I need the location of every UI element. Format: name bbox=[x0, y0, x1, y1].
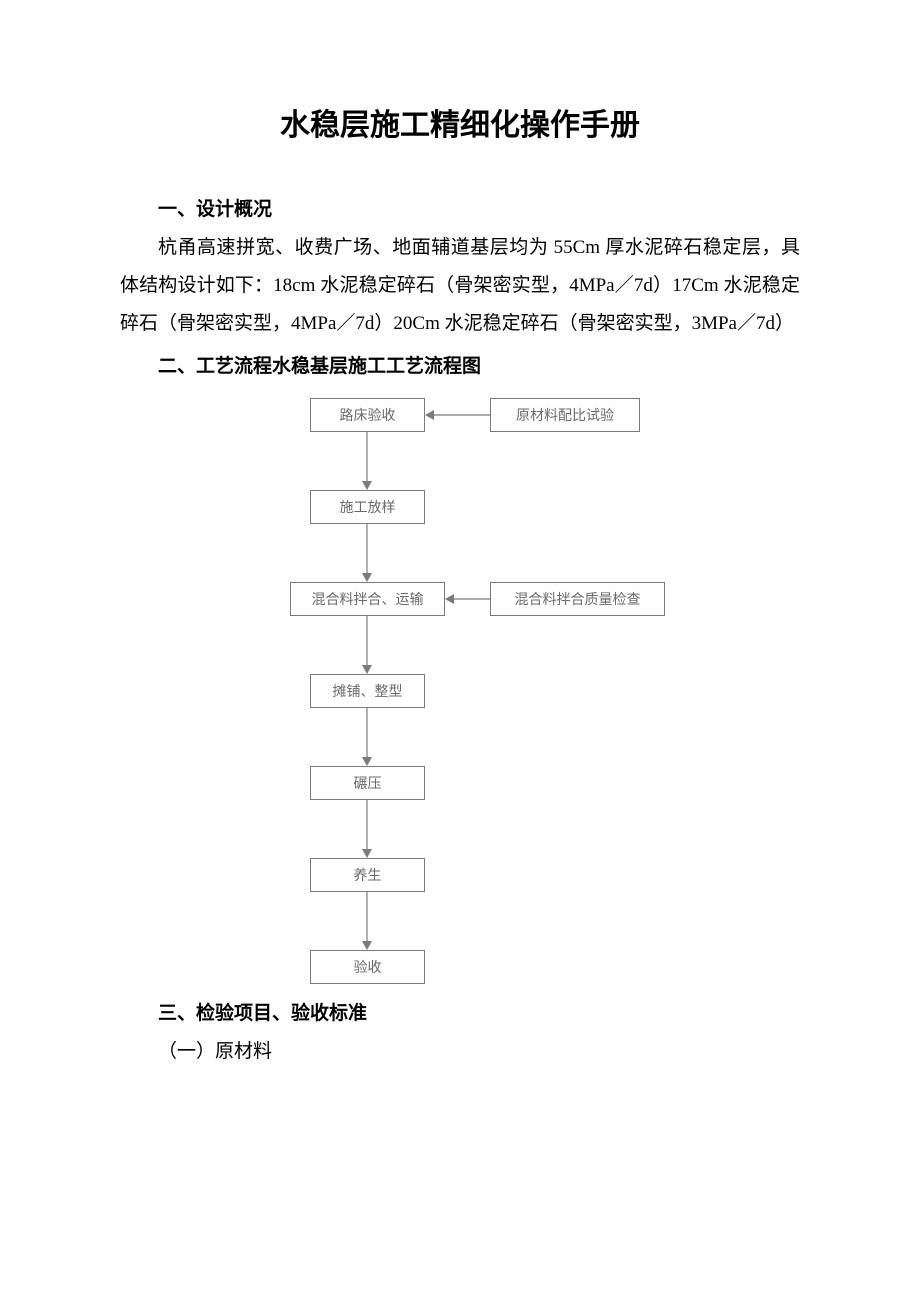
flow-arrow bbox=[367, 616, 368, 674]
flow-arrow bbox=[367, 892, 368, 950]
flow-node-n6: 摊铺、整型 bbox=[310, 674, 425, 708]
flow-node-n7: 碾压 bbox=[310, 766, 425, 800]
flow-arrow bbox=[445, 599, 490, 600]
document-title: 水稳层施工精细化操作手册 bbox=[120, 100, 800, 144]
flow-arrow bbox=[367, 524, 368, 582]
flow-node-n2: 原材料配比试验 bbox=[490, 398, 640, 432]
flow-node-n1: 路床验收 bbox=[310, 398, 425, 432]
section-1-heading: 一、设计概况 bbox=[120, 194, 800, 221]
flow-node-n5: 混合料拌合质量检查 bbox=[490, 582, 665, 616]
section-3-sub-1: （一）原材料 bbox=[120, 1033, 800, 1071]
flow-node-n8: 养生 bbox=[310, 858, 425, 892]
section-1-body: 杭甬高速拼宽、收费广场、地面辅道基层均为 55Cm 厚水泥碎石稳定层，具体结构设… bbox=[120, 229, 800, 343]
process-flowchart: 路床验收 原材料配比试验施工放样混合料拌合、运输 混合料拌合质量检查摊铺、整型碾压养… bbox=[260, 398, 760, 988]
flow-arrow bbox=[367, 432, 368, 490]
section-2-heading: 二、工艺流程水稳基层施工工艺流程图 bbox=[120, 351, 800, 378]
flow-node-n3: 施工放样 bbox=[310, 490, 425, 524]
flow-arrow bbox=[367, 708, 368, 766]
section-3-heading: 三、检验项目、验收标准 bbox=[120, 998, 800, 1025]
flow-node-n9: 验收 bbox=[310, 950, 425, 984]
flow-arrow bbox=[425, 415, 490, 416]
flow-arrow bbox=[367, 800, 368, 858]
flow-node-n4: 混合料拌合、运输 bbox=[290, 582, 445, 616]
